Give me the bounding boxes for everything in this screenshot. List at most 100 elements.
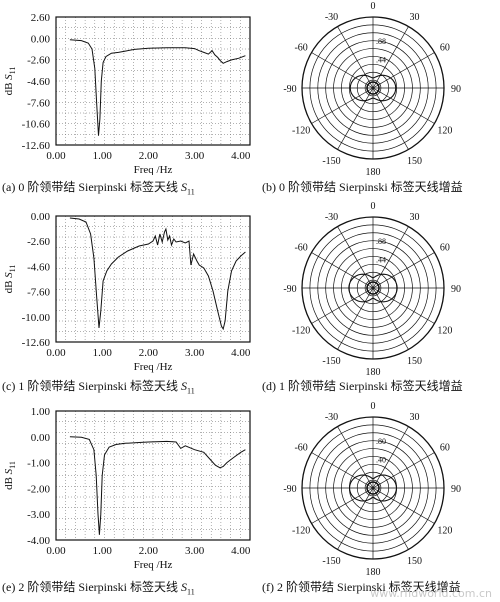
polar-radial-label: .80 — [376, 437, 386, 446]
x-axis-label: Freq /Hz — [134, 559, 173, 571]
polar-spoke — [372, 87, 409, 150]
y-tick-label: -10.60 — [22, 119, 51, 131]
polar-angle-label: 150 — [407, 156, 422, 167]
x-tick-label: 4.00 — [231, 545, 251, 557]
caption-f: (f) 2 阶领带结 Sierpinski 标签天线增益 — [262, 580, 461, 594]
plot-frame — [55, 410, 251, 541]
y-tick-label: -2.00 — [27, 483, 50, 495]
polar-angle-label: -60 — [294, 443, 307, 454]
y-axis-label: dB S11 — [3, 461, 17, 490]
y-axis-symbol: S — [3, 272, 15, 278]
polar-spoke — [372, 52, 435, 89]
x-tick-label: 1.00 — [93, 150, 113, 162]
s11-chart-c: 0.00 -2.60 -4.60 -7.60 -10.00 -12.60 0.00 1.00 2… — [0, 200, 260, 375]
polar-angle-label: -30 — [325, 412, 338, 423]
y-axis-subscript: 11 — [8, 67, 17, 75]
y-tick-label: -3.00 — [27, 509, 50, 521]
polar-radial-label: .88 — [376, 237, 386, 246]
y-tick-label: -7.60 — [27, 287, 50, 299]
gain-chart-b: 0 30 60 90 120 150 180 -150 -120 -90 -60 -30 .88 .44 — [275, 0, 500, 178]
polar-angle-label: 0 — [371, 201, 376, 212]
y-axis-subscript: 11 — [8, 265, 17, 273]
polar-spoke — [311, 87, 374, 124]
x-tick-label: 4.00 — [231, 347, 251, 359]
y-tick-label: -4.60 — [27, 261, 50, 273]
x-tick-label: 3.00 — [185, 545, 205, 557]
x-axis-label: Freq /Hz — [134, 164, 173, 175]
watermark-text: www.rfidworld.com.cn — [370, 587, 492, 600]
x-tick-label: 3.00 — [185, 150, 205, 162]
gain-pattern-curve — [349, 474, 397, 502]
y-axis-label: dB S11 — [3, 265, 17, 294]
polar-spoke — [372, 426, 409, 489]
x-tick-label: 2.00 — [139, 545, 159, 557]
s11-curve — [69, 39, 246, 136]
y-tick-label: 0.00 — [31, 33, 51, 45]
polar-angle-label: 120 — [437, 526, 452, 537]
polar-center — [366, 481, 380, 495]
y-tick-label: 0.00 — [31, 211, 51, 223]
y-tick-label: -4.00 — [27, 535, 50, 547]
polar-radial-label: .44 — [376, 255, 386, 264]
y-tick-label: -2.60 — [27, 236, 50, 248]
polar-spoke — [372, 487, 435, 524]
polar-angle-label: -120 — [292, 326, 310, 337]
polar-angle-label: -90 — [283, 84, 296, 95]
x-axis-label: Freq /Hz — [134, 361, 173, 373]
caption-a: (a) 0 阶领带结 Sierpinski 标签天线 S11 — [2, 180, 195, 197]
polar-spoke — [372, 452, 435, 489]
s11-plot-c: 0.00-2.60-4.60-7.60-10.00-12.600.00 1.00 2… — [3, 211, 251, 373]
polar-angle-label: -120 — [292, 526, 310, 537]
polar-spoke — [337, 226, 374, 289]
y-tick-label: -12.60 — [22, 337, 51, 349]
polar-angle-label: 30 — [410, 212, 420, 223]
polar-angle-label: 60 — [440, 443, 450, 454]
y-axis-unit: dB — [3, 278, 15, 294]
gain-polar-f: 0 30 60 90 120 150 180 -150 -120 -90 -60 -30 .80 .40 — [283, 401, 461, 578]
polar-radial-label: .44 — [376, 55, 386, 64]
s11-chart-a: 2.60 0.00 -2.60 -4.60 -7.60 -10.60 -12.60 0.00 1… — [0, 0, 260, 176]
y-tick-label: -2.60 — [27, 55, 50, 67]
x-tick-label: 4.00 — [231, 150, 251, 162]
polar-spoke — [372, 226, 409, 289]
caption-b: (b) 0 阶领带结 Sierpinski 标签天线增益 — [262, 180, 463, 194]
gain-pattern-curve — [348, 273, 398, 303]
gain-chart-d: 0 30 60 90 120 150 180 -150 -120 -90 -60 -30 .88 .44 — [275, 200, 500, 378]
polar-angle-label: -60 — [294, 43, 307, 54]
polar-angle-label: -90 — [283, 284, 296, 295]
y-tick-label: -10.00 — [22, 312, 51, 324]
polar-spoke — [311, 52, 374, 89]
polar-spoke — [311, 252, 374, 289]
gain-chart-f: 0 30 60 90 120 150 180 -150 -120 -90 -60 -30 .80 .40 — [275, 400, 500, 578]
gain-polar-d: 0 30 60 90 120 150 180 -150 -120 -90 -60 -30 .88 .44 — [283, 201, 461, 378]
x-tick-label: 0.00 — [46, 545, 66, 557]
x-tick-label: 2.00 — [139, 347, 159, 359]
y-tick-label: 1.00 — [31, 406, 51, 418]
polar-angle-label: -30 — [325, 212, 338, 223]
x-tick-label: 1.00 — [93, 545, 113, 557]
x-tick-label: 3.00 — [185, 347, 205, 359]
y-tick-label: -12.60 — [22, 140, 51, 152]
y-axis-unit: dB — [3, 80, 15, 96]
s11-chart-e: 1.00 0.00 -1.00 -2.00 -3.00 -4.00 0.00 1.00 2.00… — [0, 400, 260, 580]
polar-spoke — [311, 452, 374, 489]
polar-angle-label: 180 — [366, 167, 381, 178]
polar-angle-label: 60 — [440, 43, 450, 54]
polar-angle-label: -150 — [322, 356, 340, 367]
y-tick-label: -4.60 — [27, 76, 50, 88]
polar-angle-label: 0 — [371, 1, 376, 12]
x-tick-label: 0.00 — [46, 150, 66, 162]
y-axis-label-text: dB S11 — [3, 265, 17, 294]
s11-plot-e: 1.000.00-1.00-2.00-3.00-4.000.00 1.00 2.00… — [3, 406, 251, 571]
plot-frame — [55, 16, 251, 146]
y-axis-label-text: dB S11 — [3, 67, 17, 96]
gain-polar-b: 0 30 60 90 120 150 180 -150 -120 -90 -60 -30 .88 .44 — [283, 1, 461, 178]
y-axis-label: dB S11 — [3, 67, 17, 96]
polar-spoke — [311, 487, 374, 524]
y-axis-symbol: S — [3, 468, 15, 474]
polar-spoke — [337, 487, 374, 550]
y-tick-label: 2.60 — [31, 12, 51, 24]
polar-angle-label: -120 — [292, 126, 310, 137]
polar-spoke — [372, 87, 435, 124]
x-tick-label: 0.00 — [46, 347, 66, 359]
